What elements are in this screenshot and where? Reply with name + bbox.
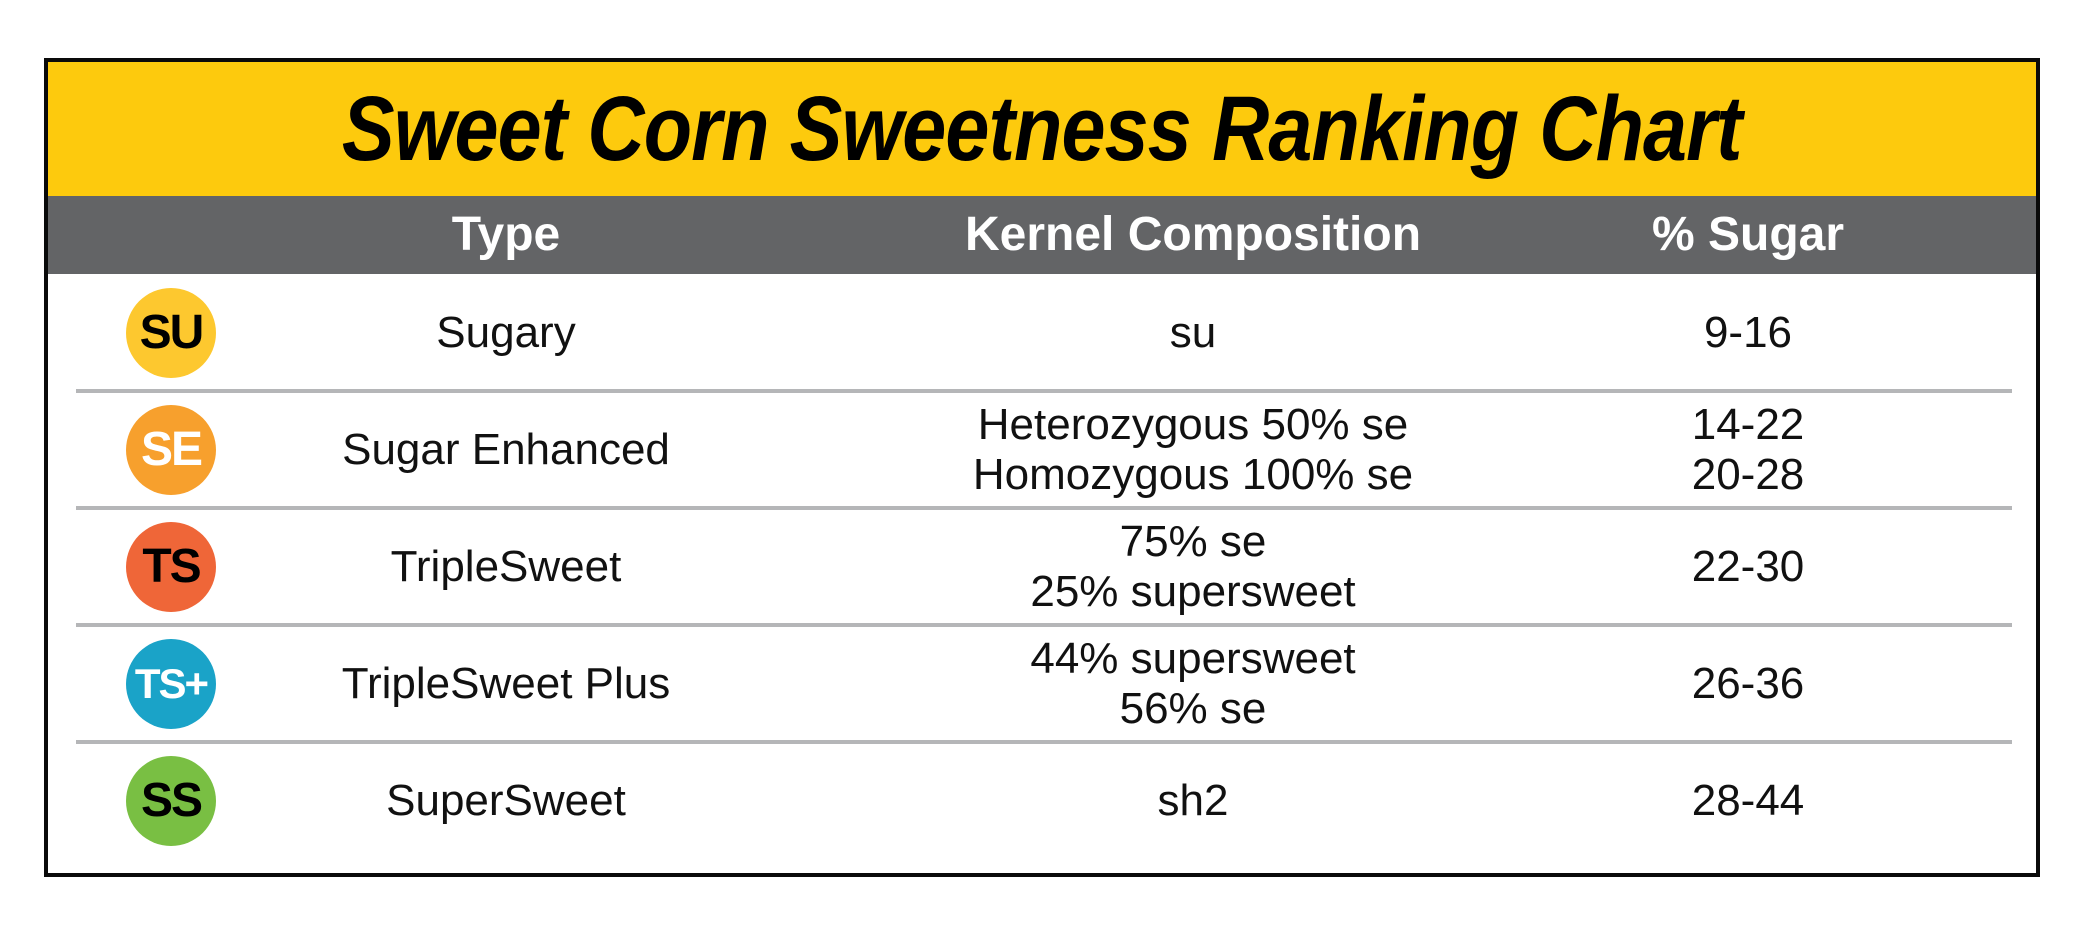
type-badge-ss: SS	[126, 755, 216, 846]
type-label: SuperSweet	[386, 775, 626, 825]
sugar-cell: 14-22 20-28	[1498, 391, 1998, 508]
sugar-value: 28-44	[1691, 775, 1805, 825]
composition-cell: sh2	[843, 742, 1543, 859]
composition-line: Homozygous 100% se	[972, 449, 1414, 499]
composition-line: sh2	[1157, 775, 1229, 825]
sugar-value: 14-22	[1691, 399, 1805, 449]
table-row: TS TripleSweet 75% se 25% supersweet 22-30	[48, 508, 2036, 625]
table-row: SE Sugar Enhanced Heterozygous 50% se Homoz…	[48, 391, 2036, 508]
sugar-cell: 9-16	[1498, 274, 1998, 391]
composition-cell: Heterozygous 50% se Homozygous 100% se	[843, 391, 1543, 508]
row-divider	[76, 506, 2012, 510]
type-badge-ts-plus: TS+	[126, 638, 216, 729]
type-label: TripleSweet Plus	[341, 658, 671, 708]
composition-cell: 75% se 25% supersweet	[843, 508, 1543, 625]
row-divider	[76, 389, 2012, 393]
type-cell: TripleSweet	[206, 508, 806, 625]
sugar-value: 20-28	[1691, 449, 1805, 499]
composition-cell: 44% supersweet 56% se	[843, 625, 1543, 742]
type-cell: Sugar Enhanced	[206, 391, 806, 508]
composition-line: Heterozygous 50% se	[977, 399, 1409, 449]
sugar-value: 22-30	[1691, 541, 1805, 591]
sugar-value: 26-36	[1691, 658, 1805, 708]
type-label: Sugar Enhanced	[342, 424, 670, 474]
type-cell: TripleSweet Plus	[206, 625, 806, 742]
composition-line: 56% se	[1119, 683, 1267, 733]
composition-line: su	[1169, 307, 1217, 357]
row-divider	[76, 623, 2012, 627]
table-row: SS SuperSweet sh2 28-44	[48, 742, 2036, 859]
type-badge-su: SU	[126, 287, 216, 378]
composition-line: 44% supersweet	[1030, 633, 1356, 683]
type-badge-se: SE	[126, 404, 216, 495]
table-row: TS+ TripleSweet Plus 44% supersweet 56% se 2…	[48, 625, 2036, 742]
composition-cell: su	[843, 274, 1543, 391]
header-row: Type Kernel Composition % Sugar	[48, 196, 2036, 274]
composition-line: 25% supersweet	[1030, 566, 1356, 616]
sugar-cell: 26-36	[1498, 625, 1998, 742]
type-cell: SuperSweet	[206, 742, 806, 859]
sugar-cell: 22-30	[1498, 508, 1998, 625]
title-band: Sweet Corn Sweetness Ranking Chart	[48, 62, 2036, 196]
column-header-sugar: % Sugar	[1651, 208, 1845, 261]
row-divider	[76, 740, 2012, 744]
chart-title: Sweet Corn Sweetness Ranking Chart	[342, 78, 1743, 180]
type-cell: Sugary	[206, 274, 806, 391]
type-badge-ts: TS	[126, 521, 216, 612]
column-header-type: Type	[451, 208, 561, 261]
chart-frame: Sweet Corn Sweetness Ranking Chart Type …	[44, 58, 2040, 877]
sugar-cell: 28-44	[1498, 742, 1998, 859]
sugar-value: 9-16	[1703, 307, 1793, 357]
type-label: Sugary	[436, 307, 576, 357]
composition-line: 75% se	[1119, 516, 1267, 566]
table-row: SU Sugary su 9-16	[48, 274, 2036, 391]
column-header-composition: Kernel Composition	[964, 208, 1422, 261]
type-label: TripleSweet	[390, 541, 622, 591]
